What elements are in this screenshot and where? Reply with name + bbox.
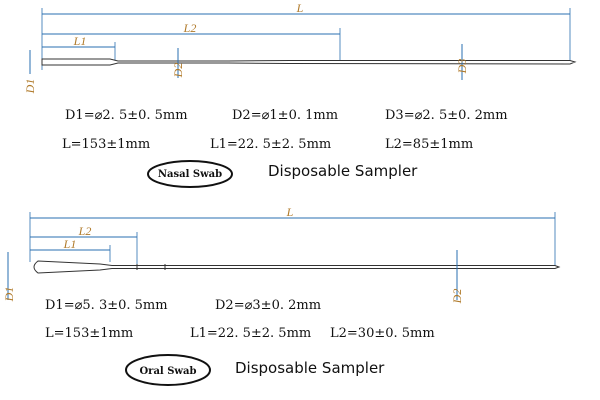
spec: D1=⌀2. 5±0. 5mm (65, 108, 188, 123)
dim-label: L1 (63, 237, 77, 251)
spec: D2=⌀1±0. 1mm (232, 108, 338, 123)
spec: D1=⌀5. 3±0. 5mm (45, 298, 168, 313)
spec: L=153±1mm (62, 137, 150, 152)
dim-label: D1 (23, 79, 37, 95)
badge-outline (125, 354, 211, 386)
badge-outline (147, 160, 233, 188)
dim-label: L2 (183, 21, 197, 35)
spec: L2=85±1mm (385, 137, 473, 152)
oral-swab-drawing: L L2 L1 D1 D2 (2, 205, 561, 305)
spec: L1=22. 5±2. 5mm (190, 326, 311, 341)
spec: L1=22. 5±2. 5mm (210, 137, 331, 152)
caption: Disposable Sampler (235, 359, 385, 377)
badge-label: Nasal Swab (158, 169, 222, 180)
spec: D2=⌀3±0. 2mm (215, 298, 321, 313)
dim-label: L2 (78, 224, 92, 238)
dim-label: D2 (450, 289, 464, 305)
dim-label: L1 (73, 34, 87, 48)
dim-label: L (286, 205, 294, 219)
dim-label: L (296, 1, 304, 15)
spec: L=153±1mm (45, 326, 133, 341)
nasal-swab-drawing: L L2 L1 D1 D2 D3 (23, 1, 577, 95)
swab-body (41, 58, 577, 66)
spec: D3=⌀2. 5±0. 2mm (385, 108, 508, 123)
caption: Disposable Sampler (268, 162, 418, 180)
dim-label: D1 (2, 287, 16, 303)
spec: L2=30±0. 5mm (330, 326, 435, 341)
dim-label: D3 (455, 59, 469, 75)
badge-label: Oral Swab (139, 366, 196, 377)
swab-body (33, 260, 561, 274)
dim-label: D2 (171, 63, 185, 79)
